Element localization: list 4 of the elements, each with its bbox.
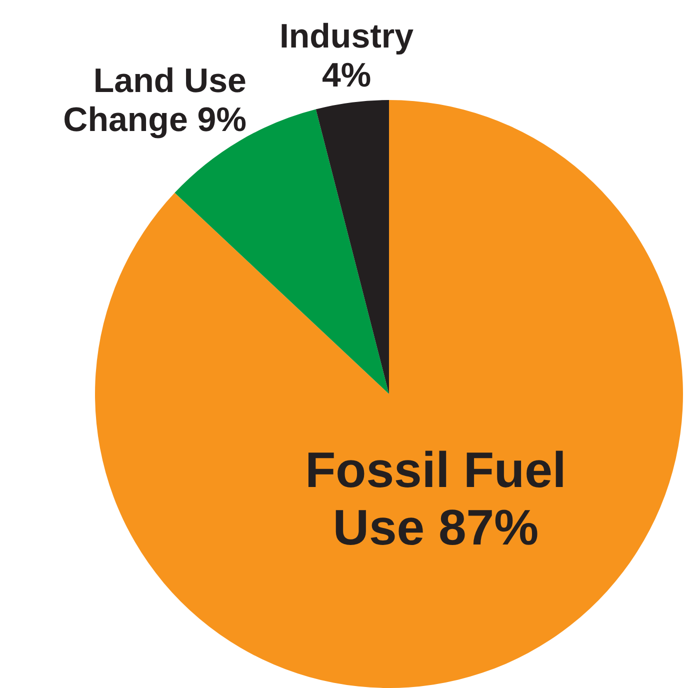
slice-label: Land Use Change 9% xyxy=(63,62,246,140)
slice-label: Industry xyxy=(279,18,414,56)
slice-label: Fossil Fuel Use 87% xyxy=(305,442,566,556)
data-label: 4% xyxy=(322,56,372,95)
